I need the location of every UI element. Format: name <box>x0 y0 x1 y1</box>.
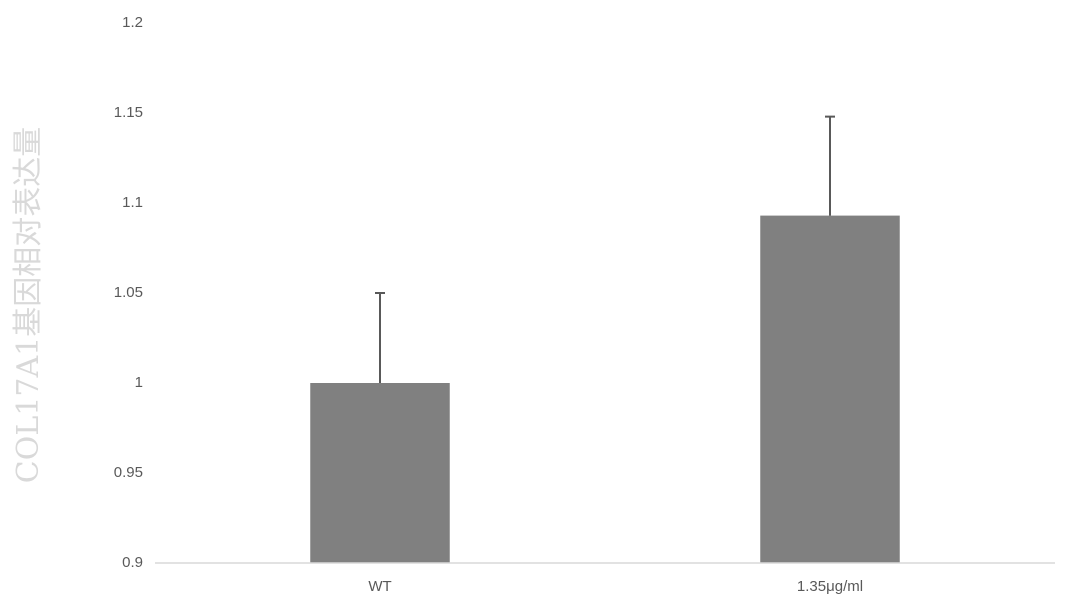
y-tick-label: 1.1 <box>122 194 143 211</box>
y-tick-label: 0.9 <box>122 554 143 571</box>
y-tick-label: 1 <box>135 374 143 391</box>
y-tick-label: 1.2 <box>122 14 143 31</box>
y-tick-label: 1.15 <box>114 104 143 121</box>
y-tick-label: 0.95 <box>114 464 143 481</box>
bar <box>310 383 450 563</box>
bar <box>760 215 900 563</box>
x-tick-label: 1.35μg/ml <box>797 578 863 595</box>
error-bar <box>825 115 835 216</box>
error-bar <box>375 292 385 383</box>
y-axis-label: COL17A1基因相对表达量 <box>11 127 46 483</box>
y-tick-label: 1.05 <box>114 284 143 301</box>
x-tick-label: WT <box>368 578 391 595</box>
